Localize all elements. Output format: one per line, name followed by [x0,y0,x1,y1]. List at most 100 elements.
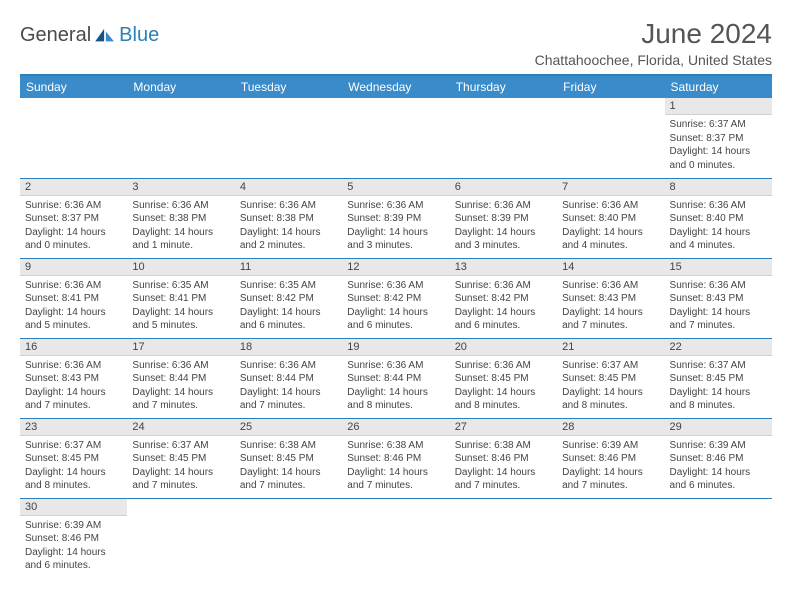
day-details: Sunrise: 6:39 AMSunset: 8:46 PMDaylight:… [557,436,664,496]
day-cell: 30Sunrise: 6:39 AMSunset: 8:46 PMDayligh… [20,498,127,578]
day-details: Sunrise: 6:35 AMSunset: 8:42 PMDaylight:… [235,276,342,336]
day-details: Sunrise: 6:37 AMSunset: 8:37 PMDaylight:… [665,115,772,175]
day-number: 21 [557,339,664,356]
day-details: Sunrise: 6:37 AMSunset: 8:45 PMDaylight:… [665,356,772,416]
weekday-header: Friday [557,75,664,98]
day-number: 2 [20,179,127,196]
day-cell: 27Sunrise: 6:38 AMSunset: 8:46 PMDayligh… [450,418,557,498]
day-cell: 10Sunrise: 6:35 AMSunset: 8:41 PMDayligh… [127,258,234,338]
day-cell: 28Sunrise: 6:39 AMSunset: 8:46 PMDayligh… [557,418,664,498]
day-cell: 23Sunrise: 6:37 AMSunset: 8:45 PMDayligh… [20,418,127,498]
day-cell: 7Sunrise: 6:36 AMSunset: 8:40 PMDaylight… [557,178,664,258]
day-details: Sunrise: 6:36 AMSunset: 8:40 PMDaylight:… [557,196,664,256]
day-cell: 24Sunrise: 6:37 AMSunset: 8:45 PMDayligh… [127,418,234,498]
day-details: Sunrise: 6:36 AMSunset: 8:45 PMDaylight:… [450,356,557,416]
day-cell: 14Sunrise: 6:36 AMSunset: 8:43 PMDayligh… [557,258,664,338]
day-number: 10 [127,259,234,276]
day-number: 26 [342,419,449,436]
day-details: Sunrise: 6:36 AMSunset: 8:43 PMDaylight:… [665,276,772,336]
day-details: Sunrise: 6:37 AMSunset: 8:45 PMDaylight:… [20,436,127,496]
day-number: 12 [342,259,449,276]
day-details: Sunrise: 6:36 AMSunset: 8:42 PMDaylight:… [450,276,557,336]
day-number: 30 [20,499,127,516]
day-number: 5 [342,179,449,196]
day-details: Sunrise: 6:36 AMSunset: 8:40 PMDaylight:… [665,196,772,256]
day-cell: 4Sunrise: 6:36 AMSunset: 8:38 PMDaylight… [235,178,342,258]
day-number: 27 [450,419,557,436]
day-cell: 5Sunrise: 6:36 AMSunset: 8:39 PMDaylight… [342,178,449,258]
day-number: 28 [557,419,664,436]
day-number: 14 [557,259,664,276]
calendar-table: SundayMondayTuesdayWednesdayThursdayFrid… [20,74,772,578]
day-cell: 12Sunrise: 6:36 AMSunset: 8:42 PMDayligh… [342,258,449,338]
logo-text-blue: Blue [119,24,159,47]
day-cell: 25Sunrise: 6:38 AMSunset: 8:45 PMDayligh… [235,418,342,498]
weekday-header-row: SundayMondayTuesdayWednesdayThursdayFrid… [20,75,772,98]
day-number: 18 [235,339,342,356]
day-number: 24 [127,419,234,436]
day-number: 22 [665,339,772,356]
weekday-header: Thursday [450,75,557,98]
day-number: 1 [665,98,772,115]
day-cell: 3Sunrise: 6:36 AMSunset: 8:38 PMDaylight… [127,178,234,258]
day-number: 29 [665,419,772,436]
day-cell: 9Sunrise: 6:36 AMSunset: 8:41 PMDaylight… [20,258,127,338]
day-cell: 16Sunrise: 6:36 AMSunset: 8:43 PMDayligh… [20,338,127,418]
empty-cell [557,498,664,578]
day-cell: 18Sunrise: 6:36 AMSunset: 8:44 PMDayligh… [235,338,342,418]
day-number: 20 [450,339,557,356]
day-cell: 22Sunrise: 6:37 AMSunset: 8:45 PMDayligh… [665,338,772,418]
day-cell: 19Sunrise: 6:36 AMSunset: 8:44 PMDayligh… [342,338,449,418]
empty-cell [235,498,342,578]
day-cell: 6Sunrise: 6:36 AMSunset: 8:39 PMDaylight… [450,178,557,258]
day-cell: 15Sunrise: 6:36 AMSunset: 8:43 PMDayligh… [665,258,772,338]
logo-text-general: General [20,24,91,47]
week-row: 1Sunrise: 6:37 AMSunset: 8:37 PMDaylight… [20,98,772,178]
day-details: Sunrise: 6:36 AMSunset: 8:38 PMDaylight:… [127,196,234,256]
weekday-header: Tuesday [235,75,342,98]
day-number: 4 [235,179,342,196]
day-details: Sunrise: 6:36 AMSunset: 8:43 PMDaylight:… [557,276,664,336]
day-details: Sunrise: 6:36 AMSunset: 8:44 PMDaylight:… [127,356,234,416]
day-details: Sunrise: 6:39 AMSunset: 8:46 PMDaylight:… [665,436,772,496]
empty-cell [665,498,772,578]
header: General Blue June 2024 Chattahoochee, Fl… [20,18,772,68]
week-row: 23Sunrise: 6:37 AMSunset: 8:45 PMDayligh… [20,418,772,498]
day-details: Sunrise: 6:36 AMSunset: 8:39 PMDaylight:… [342,196,449,256]
day-details: Sunrise: 6:38 AMSunset: 8:46 PMDaylight:… [342,436,449,496]
day-number: 11 [235,259,342,276]
day-number: 13 [450,259,557,276]
empty-cell [127,98,234,178]
day-details: Sunrise: 6:36 AMSunset: 8:44 PMDaylight:… [235,356,342,416]
day-cell: 8Sunrise: 6:36 AMSunset: 8:40 PMDaylight… [665,178,772,258]
logo: General Blue [20,18,159,47]
day-number: 17 [127,339,234,356]
empty-cell [557,98,664,178]
day-details: Sunrise: 6:36 AMSunset: 8:38 PMDaylight:… [235,196,342,256]
week-row: 16Sunrise: 6:36 AMSunset: 8:43 PMDayligh… [20,338,772,418]
day-cell: 26Sunrise: 6:38 AMSunset: 8:46 PMDayligh… [342,418,449,498]
day-details: Sunrise: 6:36 AMSunset: 8:37 PMDaylight:… [20,196,127,256]
empty-cell [342,498,449,578]
week-row: 9Sunrise: 6:36 AMSunset: 8:41 PMDaylight… [20,258,772,338]
calendar-body: 1Sunrise: 6:37 AMSunset: 8:37 PMDaylight… [20,98,772,578]
day-number: 25 [235,419,342,436]
day-details: Sunrise: 6:35 AMSunset: 8:41 PMDaylight:… [127,276,234,336]
day-number: 3 [127,179,234,196]
weekday-header: Wednesday [342,75,449,98]
day-cell: 20Sunrise: 6:36 AMSunset: 8:45 PMDayligh… [450,338,557,418]
day-details: Sunrise: 6:38 AMSunset: 8:46 PMDaylight:… [450,436,557,496]
empty-cell [450,98,557,178]
title-block: June 2024 Chattahoochee, Florida, United… [535,18,772,68]
month-title: June 2024 [535,18,772,50]
weekday-header: Saturday [665,75,772,98]
weekday-header: Monday [127,75,234,98]
day-number: 23 [20,419,127,436]
sail-icon [94,28,116,44]
day-details: Sunrise: 6:38 AMSunset: 8:45 PMDaylight:… [235,436,342,496]
empty-cell [20,98,127,178]
day-details: Sunrise: 6:36 AMSunset: 8:39 PMDaylight:… [450,196,557,256]
empty-cell [127,498,234,578]
day-cell: 11Sunrise: 6:35 AMSunset: 8:42 PMDayligh… [235,258,342,338]
day-details: Sunrise: 6:39 AMSunset: 8:46 PMDaylight:… [20,516,127,576]
